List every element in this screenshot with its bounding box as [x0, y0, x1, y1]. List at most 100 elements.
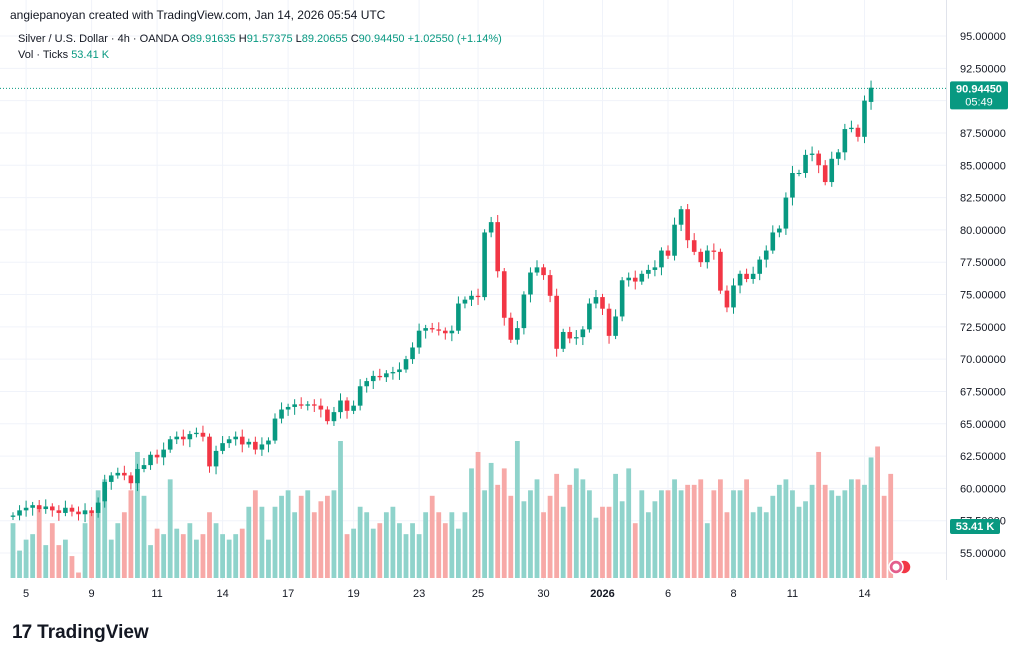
- symbol-legend[interactable]: Silver / U.S. Dollar · 4h · OANDA O89.91…: [18, 33, 502, 45]
- candle-body: [790, 173, 795, 198]
- candle: [108, 472, 114, 490]
- volume-bar: [862, 484, 867, 578]
- symbol-name[interactable]: Silver / U.S. Dollar · 4h · OANDA: [18, 33, 179, 45]
- volume-bar: [685, 484, 691, 578]
- candle-body: [449, 330, 455, 334]
- candle-body: [174, 436, 180, 440]
- candle: [698, 248, 704, 267]
- candle-body: [167, 439, 173, 450]
- volume-bar: [364, 512, 370, 578]
- volume-bar: [239, 528, 245, 578]
- volume-bar: [292, 512, 298, 578]
- time-axis[interactable]: 5 9 11 14 17 19 23 25 30 2026 6 8 11 14: [23, 588, 871, 600]
- candle-body: [436, 329, 442, 331]
- volume-bar: [148, 545, 153, 578]
- candle: [17, 505, 22, 521]
- candle: [547, 269, 553, 303]
- candle-body: [194, 432, 199, 435]
- volume-bar: [698, 479, 704, 578]
- volume-bar: [849, 479, 854, 578]
- volume-bar: [89, 512, 94, 578]
- candle-body: [842, 129, 848, 153]
- candle-body: [115, 472, 121, 476]
- volume-bar: [403, 534, 409, 578]
- candle-body: [272, 418, 278, 441]
- tradingview-logo-icon: 17: [12, 622, 32, 643]
- price-candles: [10, 80, 874, 523]
- candle: [593, 289, 599, 309]
- volume-tag-value: 53.41 K: [956, 521, 995, 533]
- price-tick-label: 60.00000: [960, 483, 1006, 495]
- volume-bar: [560, 506, 566, 578]
- candle: [665, 245, 671, 259]
- volume-bar: [619, 501, 625, 578]
- candle: [436, 322, 442, 336]
- volume-bar: [855, 479, 861, 578]
- volume-bar: [226, 539, 232, 578]
- candle: [226, 436, 232, 448]
- candle: [246, 438, 252, 448]
- volume-bar: [626, 468, 632, 578]
- event-flag-icon[interactable]: [888, 559, 912, 575]
- candle-body: [816, 153, 821, 166]
- volume-bar: [213, 523, 219, 578]
- volume-bar: [377, 523, 383, 578]
- candle-body: [560, 331, 566, 349]
- price-tick-label: 82.50000: [960, 193, 1006, 205]
- volume-legend[interactable]: Vol · Ticks 53.41 K: [18, 49, 109, 61]
- candle: [567, 326, 573, 344]
- time-tick-label: 5: [23, 588, 29, 600]
- candle-body: [43, 506, 49, 510]
- candle-body: [312, 404, 317, 406]
- candle-body: [108, 475, 114, 482]
- price-tick-label: 55.00000: [960, 548, 1006, 560]
- volume-bar: [207, 512, 212, 578]
- candle-body: [443, 330, 448, 334]
- candle: [678, 205, 684, 232]
- volume-bar: [587, 490, 592, 578]
- candle-body: [102, 481, 107, 502]
- candle-body: [305, 404, 311, 406]
- candle-body: [226, 439, 232, 444]
- candle-body: [777, 228, 782, 233]
- candle-body: [141, 465, 147, 469]
- candle: [652, 260, 658, 277]
- volume-bar: [115, 523, 121, 578]
- volume-bar: [69, 556, 75, 578]
- volume-bar: [357, 506, 363, 578]
- price-axis[interactable]: 95.0000092.5000090.0000087.5000085.00000…: [960, 31, 1006, 560]
- volume-bar: [370, 528, 376, 578]
- volume-bar: [776, 484, 782, 578]
- volume-bar: [63, 539, 68, 578]
- time-tick-label: 8: [730, 588, 736, 600]
- candle: [292, 399, 297, 415]
- candle-body: [357, 386, 363, 406]
- candle: [528, 267, 533, 303]
- candle: [626, 272, 631, 287]
- candle-body: [554, 295, 559, 349]
- candle: [842, 123, 848, 161]
- volume-bar: [613, 473, 618, 578]
- volume-bar: [128, 490, 134, 578]
- candle: [76, 506, 81, 521]
- candle-body: [344, 400, 350, 411]
- candle-body: [128, 475, 134, 484]
- tradingview-brand[interactable]: 17 TradingView: [12, 622, 149, 644]
- candle-body: [69, 507, 75, 512]
- candle-body: [515, 328, 520, 340]
- candle-body: [482, 232, 487, 298]
- candle-body: [606, 308, 612, 336]
- volume-label[interactable]: Vol · Ticks: [18, 49, 69, 61]
- candle: [115, 467, 121, 479]
- volume-bar: [49, 523, 55, 578]
- price-tick-label: 62.50000: [960, 451, 1006, 463]
- change-value: +1.02550 (+1.14%): [407, 33, 502, 45]
- volume-bar: [508, 495, 514, 578]
- candle: [783, 192, 789, 235]
- candle: [632, 270, 638, 290]
- volume-bar: [351, 528, 356, 578]
- candle-body: [95, 502, 101, 513]
- candle: [469, 290, 474, 307]
- candle: [259, 437, 265, 456]
